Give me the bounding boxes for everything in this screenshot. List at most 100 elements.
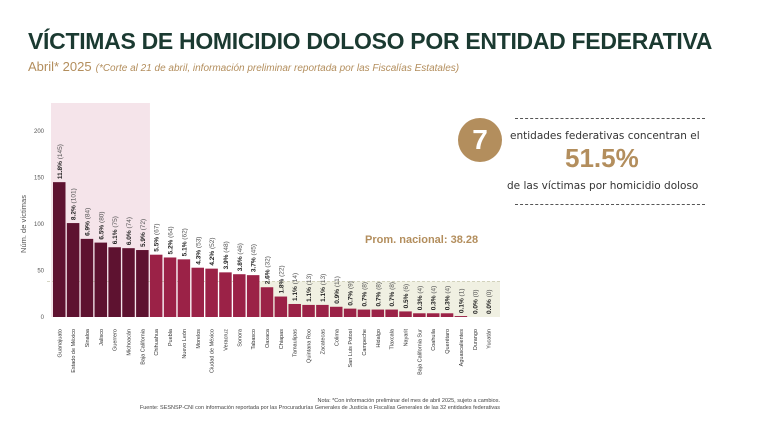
footnotes: Nota: *Con información preliminar del me… (140, 398, 500, 412)
bar-estado-de-méxico (66, 223, 80, 317)
bar-tlaxcala (385, 309, 398, 317)
x-tick-label: Tlaxcala (390, 328, 396, 349)
bar-zacatecas (316, 304, 329, 317)
data-label: 5.2% (64) (168, 226, 175, 254)
x-tick-label: Puebla (168, 328, 174, 346)
page-subtitle: Abril* 2025 (*Corte al 21 de abril, infor… (28, 59, 459, 74)
data-label: 5.9% (72) (140, 219, 147, 247)
data-label: 5.1% (62) (181, 228, 188, 256)
x-tick-label: Guanajuato (57, 329, 63, 357)
summary-percent: 51.5% (565, 143, 639, 173)
data-label: 0.7% (9) (348, 281, 355, 306)
bar-hidalgo (371, 309, 385, 317)
x-tick-label: Sinaloa (85, 328, 91, 347)
data-label: 0.9% (11) (334, 276, 341, 304)
summary-panel: 7 entidades federativas concentran el 51… (455, 110, 755, 210)
x-tick-label: Sonora (237, 328, 243, 347)
note-text: Nota: *Con información preliminar del me… (317, 398, 500, 404)
subtitle-period: Abril* 2025 (28, 59, 92, 74)
data-label: 1.1% (13) (320, 274, 327, 302)
x-tick-label: Hidalgo (376, 329, 382, 348)
data-label: 3.8% (46) (237, 243, 244, 271)
count-badge: 7 (458, 118, 502, 162)
data-label: 1.1% (13) (306, 274, 313, 302)
bar-coahuila (426, 313, 440, 317)
data-label: 6.0% (74) (126, 217, 133, 245)
bar-guerrero (108, 247, 121, 317)
bar-quintana-roo (302, 304, 315, 317)
y-tick-label: 150 (34, 176, 45, 182)
data-label: 6.5% (80) (98, 211, 105, 239)
bar-sonora (233, 274, 246, 317)
x-tick-label: Colima (334, 328, 340, 346)
x-tick-label: Guerrero (113, 329, 119, 351)
data-label: 0.0% (0) (472, 289, 479, 314)
data-label: 6.9% (84) (84, 208, 91, 236)
bar-jalisco (94, 242, 108, 317)
bar-tabasco (246, 275, 260, 317)
x-tick-label: Baja California Sur (417, 329, 423, 375)
bar-nuevo-león (177, 259, 191, 317)
data-label: 5.5% (67) (154, 224, 161, 252)
data-label: 0.0% (0) (486, 289, 493, 314)
x-tick-label: Aguascalientes (459, 329, 465, 367)
data-label: 6.1% (75) (112, 216, 119, 244)
divider-bottom (515, 204, 705, 205)
data-label: 2.6% (32) (265, 256, 272, 284)
data-label: 3.9% (48) (223, 241, 230, 269)
x-tick-label: Michoacán (127, 329, 133, 356)
bar-ciudad-de-méxico (205, 268, 218, 317)
summary-line2: de las víctimas por homicidio doloso (507, 180, 699, 192)
data-label: 0.7% (8) (389, 282, 396, 307)
summary-line1: entidades federativas concentran el (510, 130, 700, 142)
bar-san-luis-potosí (343, 308, 357, 317)
x-tick-label: Chiapas (279, 329, 285, 349)
bar-veracruz (219, 272, 232, 317)
x-tick-label: Morelos (196, 329, 202, 349)
data-label: 0.3% (4) (431, 286, 438, 311)
x-tick-label: Jalisco (99, 329, 105, 346)
data-label: 0.3% (4) (445, 286, 452, 311)
x-tick-label: Campeche (362, 329, 368, 356)
data-label: 4.2% (52) (209, 237, 216, 265)
page-title: VÍCTIMAS DE HOMICIDIO DOLOSO POR ENTIDAD… (28, 28, 713, 54)
y-axis-label: Núm. de víctimas (19, 195, 28, 253)
x-tick-label: Querétaro (445, 329, 451, 354)
x-tick-label: Nayarit (404, 329, 410, 347)
x-tick-label: Baja California (140, 328, 146, 365)
data-label: 4.3% (53) (195, 237, 202, 265)
data-label: 0.3% (4) (417, 286, 424, 311)
bar-baja-california (136, 250, 149, 317)
bar-querétaro (440, 313, 454, 317)
bar-morelos (191, 267, 204, 317)
average-label: Prom. nacional: 38.28 (365, 234, 478, 246)
x-tick-label: Quintana Roo (307, 329, 313, 363)
data-label: 1.1% (14) (292, 273, 299, 301)
data-label: 0.1% (1) (458, 288, 465, 313)
y-tick-label: 0 (41, 315, 45, 321)
data-label: 0.7% (8) (361, 282, 368, 307)
x-tick-label: Ciudad de México (210, 329, 216, 373)
y-tick-label: 100 (34, 222, 45, 228)
x-tick-label: Yucatán (487, 329, 493, 349)
bar-guanajuato (53, 182, 66, 317)
divider-top (515, 118, 705, 119)
x-tick-label: Zacatecas (320, 329, 326, 355)
x-tick-label: Veracruz (223, 329, 229, 351)
bar-tamaulipas (288, 303, 301, 317)
x-tick-label: Estado de México (71, 329, 77, 373)
data-label: 0.7% (8) (375, 282, 382, 307)
bar-puebla (163, 257, 177, 317)
bar-chiapas (274, 296, 288, 317)
bar-chihuahua (149, 254, 163, 317)
y-tick-label: 200 (34, 129, 45, 135)
x-tick-label: Tamaulipas (293, 329, 299, 357)
x-tick-label: Chihuahua (154, 328, 160, 356)
source-text: Fuente: SESNSP-CNI con información repor… (139, 405, 500, 411)
data-label: 0.5% (6) (403, 284, 410, 309)
data-label: 3.7% (45) (251, 244, 258, 272)
x-tick-label: Nuevo León (182, 329, 188, 359)
x-tick-label: Tabasco (251, 329, 257, 350)
x-tick-label: San Luis Potosí (348, 329, 354, 368)
